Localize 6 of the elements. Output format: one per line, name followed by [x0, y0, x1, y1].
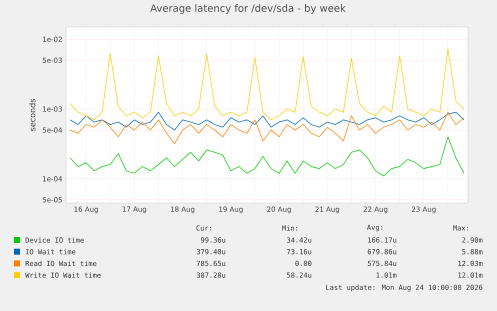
line-series — [70, 112, 464, 144]
chart-title: Average latency for /dev/sda - by week — [150, 4, 346, 14]
line-series — [70, 136, 464, 176]
line-series — [70, 48, 464, 120]
y-axis-title: seconds — [29, 99, 36, 131]
line-series — [70, 112, 464, 130]
